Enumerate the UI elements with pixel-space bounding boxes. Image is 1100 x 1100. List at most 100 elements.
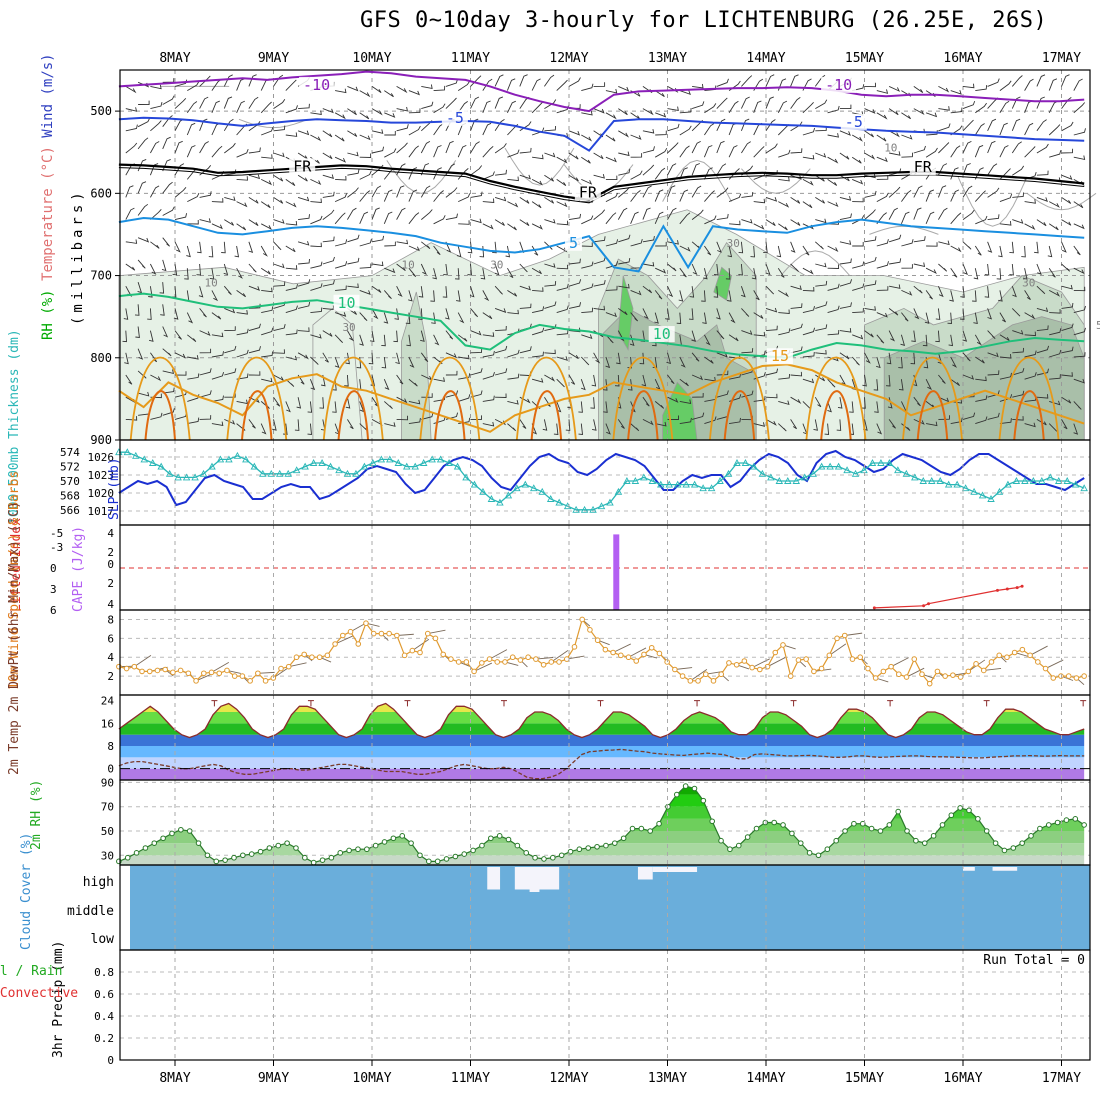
wind-barb (1061, 323, 1074, 332)
wind-barb (408, 189, 418, 202)
wind-barb (408, 399, 421, 405)
wind-barb (999, 122, 1008, 136)
wind-barb (396, 374, 404, 385)
wind-barb (728, 193, 742, 203)
wind10m-marker (154, 667, 161, 674)
lifted-point (872, 606, 876, 610)
wind-barb (778, 309, 790, 314)
wind-barb (581, 134, 593, 142)
x-day-label-top: 11MAY (451, 51, 490, 66)
rh2m-marker (293, 845, 299, 851)
wind10m-marker (633, 658, 640, 664)
cloud-fill (130, 865, 1090, 950)
wind-barb (741, 141, 751, 154)
wind-barb (307, 423, 313, 436)
wind-barb (630, 153, 643, 158)
wind10m-marker (594, 637, 601, 644)
wind-barb (605, 175, 618, 181)
wind10m-marker (980, 667, 987, 674)
wind-barb (224, 345, 237, 354)
wind-barb (186, 312, 194, 324)
lifted-tick: -3 (50, 541, 63, 554)
wind10m-marker (309, 654, 315, 661)
wind-barb (790, 285, 802, 290)
wind-barb (199, 75, 211, 87)
wind-barb (224, 142, 236, 154)
wind-barb (950, 417, 963, 425)
wind10m-barb (396, 633, 414, 636)
wind-barb (691, 352, 700, 362)
wind-barb (962, 83, 975, 89)
wind-barb (187, 81, 200, 91)
thickness-marker (530, 484, 538, 492)
wind-barb (962, 352, 971, 362)
wind-barb (458, 220, 470, 225)
wind-barb (975, 102, 987, 114)
isotherm-20-arc (916, 390, 949, 441)
wind-barb (370, 374, 376, 387)
wind-barb (937, 286, 944, 298)
wind-barb (568, 327, 581, 333)
wind10m-marker (386, 630, 392, 637)
wind-barb (679, 145, 690, 158)
wind10m-barb (906, 667, 925, 678)
wind-barb (691, 263, 698, 275)
wind-barb (159, 282, 165, 294)
wind-barb (1021, 245, 1026, 258)
chart-title: GFS 0~10day 3-hourly for LICHTENBURG (26… (360, 8, 1048, 33)
contour-label-bg (909, 159, 936, 176)
precip-left-conv: Convective (0, 986, 78, 1001)
wind-barb (827, 156, 839, 164)
thickness-marker (640, 473, 648, 481)
rh2m-ylabel: 2m RH (%) (29, 780, 44, 850)
wind-barb (322, 330, 333, 337)
wind-barb (1073, 155, 1086, 160)
rh2m-marker (426, 858, 432, 865)
wind-barb (691, 241, 701, 250)
temp-tick: 16 (101, 717, 114, 730)
wind-barb (199, 96, 209, 109)
wind-barb (285, 201, 297, 208)
wind-barb (298, 214, 310, 221)
wind-barb (470, 390, 483, 398)
wind-barb (335, 285, 347, 291)
wind10m-barb (134, 654, 152, 668)
wind-barb (1024, 100, 1033, 113)
wind-barb (556, 378, 565, 388)
wind-barb (679, 245, 691, 252)
wind10m-marker (757, 666, 763, 673)
contour-label-bg (441, 109, 468, 126)
wind-barb (581, 215, 594, 225)
wind-barb (408, 108, 421, 114)
wind-barb (753, 146, 765, 158)
wind-barb (531, 78, 541, 91)
wind-barb (384, 401, 393, 410)
wind-barb (297, 241, 310, 246)
wind-barb (925, 378, 933, 391)
x-day-label-top: 12MAY (549, 51, 588, 66)
wind-barb (1036, 394, 1049, 399)
wind-barb (975, 416, 988, 425)
wind-barb (421, 101, 434, 110)
wind10m-marker (718, 671, 725, 678)
wind-barb (556, 220, 569, 226)
wind-barb (359, 90, 371, 98)
wind-barb (359, 170, 372, 180)
wind-barb (962, 412, 976, 420)
wind-barb (876, 175, 889, 180)
wind-barb (922, 334, 928, 347)
wind-barb (654, 290, 663, 300)
wind-barb (704, 103, 717, 114)
temp2m-chart (118, 700, 1090, 780)
wind-barb (617, 330, 625, 342)
rh2m-marker (186, 828, 193, 834)
wind-barb (839, 196, 852, 201)
wind-barb (593, 305, 606, 311)
wind10m-marker (278, 665, 284, 672)
wind-barb (1011, 141, 1022, 154)
wind-barb (457, 144, 467, 158)
wind-barb (482, 171, 495, 180)
rh2m-marker (390, 835, 397, 842)
wind-barb (839, 279, 853, 287)
wind-barb (565, 419, 571, 431)
